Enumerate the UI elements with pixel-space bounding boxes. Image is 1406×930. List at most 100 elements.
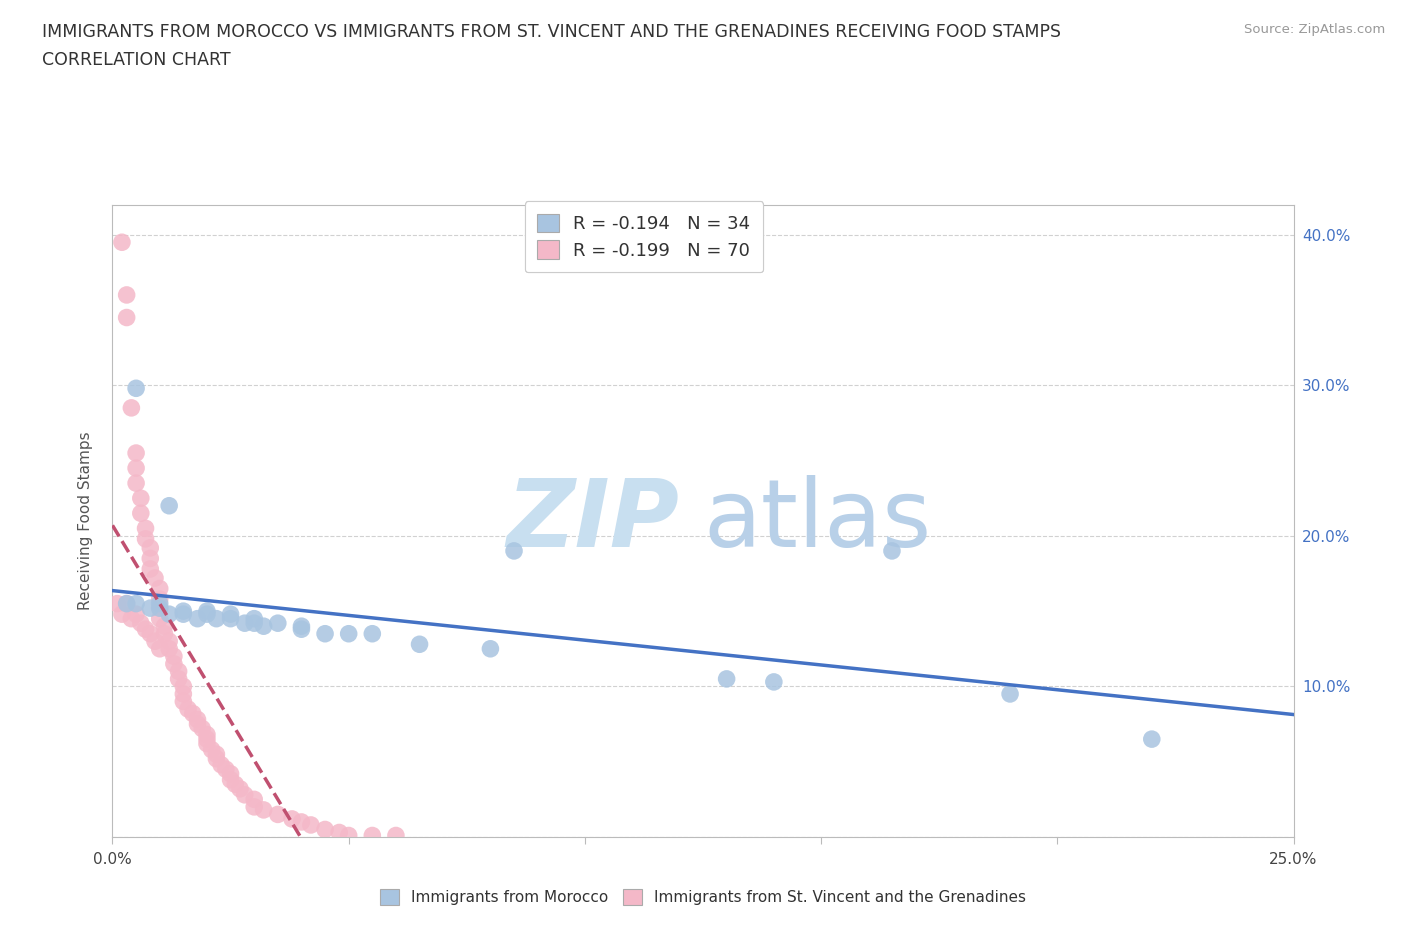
Point xyxy=(139,562,162,577)
Point xyxy=(267,616,290,631)
Point xyxy=(209,757,232,772)
Point xyxy=(224,777,246,791)
Point xyxy=(157,634,180,649)
Point xyxy=(479,642,502,657)
Point xyxy=(361,626,384,641)
Point xyxy=(1140,732,1163,747)
Point xyxy=(139,551,162,565)
Point xyxy=(195,727,218,742)
Point xyxy=(163,649,186,664)
Point xyxy=(120,611,142,626)
Point xyxy=(233,788,256,803)
Point xyxy=(172,604,194,618)
Point xyxy=(215,762,238,777)
Point xyxy=(181,706,204,721)
Point xyxy=(157,642,180,657)
Point xyxy=(172,679,194,694)
Point xyxy=(115,287,138,302)
Point xyxy=(157,498,180,513)
Point xyxy=(139,540,162,555)
Point xyxy=(361,828,384,843)
Point xyxy=(125,596,148,611)
Point xyxy=(125,460,148,475)
Point xyxy=(139,601,162,616)
Point xyxy=(229,781,252,796)
Point xyxy=(880,543,903,558)
Point xyxy=(314,822,336,837)
Point xyxy=(149,591,172,606)
Point xyxy=(219,606,242,621)
Point xyxy=(177,701,200,716)
Y-axis label: Receiving Food Stamps: Receiving Food Stamps xyxy=(79,432,93,610)
Point xyxy=(253,618,276,633)
Point xyxy=(195,737,218,751)
Point xyxy=(105,596,128,611)
Point xyxy=(243,611,266,626)
Point xyxy=(205,751,228,766)
Point xyxy=(139,626,162,641)
Point xyxy=(243,616,266,631)
Point xyxy=(172,606,194,621)
Text: IMMIGRANTS FROM MOROCCO VS IMMIGRANTS FROM ST. VINCENT AND THE GRENADINES RECEIV: IMMIGRANTS FROM MOROCCO VS IMMIGRANTS FR… xyxy=(42,23,1062,41)
Point xyxy=(149,611,172,626)
Point xyxy=(125,476,148,491)
Text: CORRELATION CHART: CORRELATION CHART xyxy=(42,51,231,69)
Point xyxy=(115,596,138,611)
Point xyxy=(167,664,190,679)
Point xyxy=(195,732,218,747)
Legend: Immigrants from Morocco, Immigrants from St. Vincent and the Grenadines: Immigrants from Morocco, Immigrants from… xyxy=(373,882,1033,913)
Point xyxy=(253,803,276,817)
Point xyxy=(149,601,172,616)
Point xyxy=(143,571,166,586)
Point xyxy=(195,606,218,621)
Point xyxy=(186,712,208,727)
Point xyxy=(135,622,157,637)
Point xyxy=(125,606,148,621)
Point xyxy=(163,657,186,671)
Text: ZIP: ZIP xyxy=(506,475,679,566)
Point xyxy=(716,671,738,686)
Point xyxy=(408,637,430,652)
Point xyxy=(157,606,180,621)
Point xyxy=(314,626,336,641)
Point xyxy=(290,622,312,637)
Point xyxy=(191,721,214,736)
Point xyxy=(172,686,194,701)
Point xyxy=(267,807,290,822)
Point xyxy=(172,694,194,709)
Point xyxy=(243,792,266,807)
Point xyxy=(149,596,172,611)
Point xyxy=(129,506,152,521)
Point xyxy=(243,800,266,815)
Point xyxy=(205,747,228,762)
Point xyxy=(149,601,172,616)
Point xyxy=(186,717,208,732)
Point xyxy=(328,825,350,840)
Point xyxy=(195,604,218,618)
Point xyxy=(120,401,142,416)
Point xyxy=(233,616,256,631)
Point xyxy=(135,531,157,546)
Point xyxy=(135,521,157,536)
Point xyxy=(290,618,312,633)
Point xyxy=(167,671,190,686)
Point xyxy=(153,618,176,633)
Point xyxy=(219,766,242,781)
Point xyxy=(299,817,322,832)
Point xyxy=(143,634,166,649)
Point xyxy=(385,828,408,843)
Point xyxy=(153,626,176,641)
Point xyxy=(111,234,134,249)
Point xyxy=(125,381,148,396)
Point xyxy=(503,543,526,558)
Point xyxy=(111,606,134,621)
Point xyxy=(115,310,138,325)
Point xyxy=(201,742,224,757)
Point xyxy=(219,611,242,626)
Text: atlas: atlas xyxy=(703,475,931,566)
Point xyxy=(290,815,312,830)
Point xyxy=(115,596,138,611)
Point xyxy=(129,616,152,631)
Point xyxy=(219,772,242,787)
Text: Source: ZipAtlas.com: Source: ZipAtlas.com xyxy=(1244,23,1385,36)
